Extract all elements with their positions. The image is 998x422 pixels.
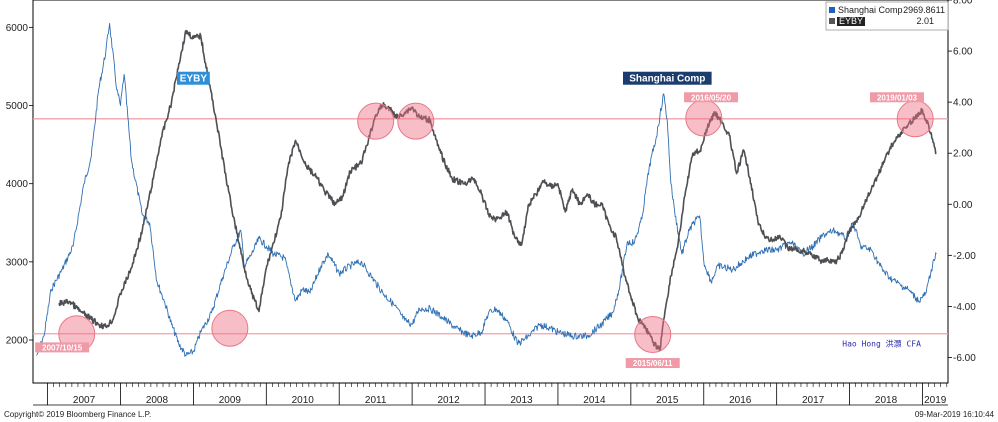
- legend-value-shanghai: 2969.8611: [903, 5, 945, 15]
- series-label: EYBY: [180, 74, 208, 85]
- series-label-box: [623, 71, 712, 85]
- date-label: 2007/10/15: [42, 343, 83, 352]
- legend-swatch-shanghai: [829, 7, 835, 13]
- series-label-box: [176, 71, 210, 85]
- x-tick-label: 2010: [292, 395, 315, 406]
- highlight-circle: [211, 309, 249, 347]
- left-tick-label: 5000: [6, 101, 29, 112]
- highlight-circle: [685, 99, 723, 137]
- right-tick-label: -4.00: [953, 302, 976, 313]
- x-tick-label: 2018: [875, 395, 898, 406]
- right-tick-label: -6.00: [953, 353, 976, 364]
- x-axis: 2007 2008 2009 2010 2011 2012 2013 2014 2015 2016…: [33, 383, 948, 406]
- date-label-box: [684, 92, 739, 103]
- plot-area: [32, 0, 949, 384]
- reference-lines: [33, 118, 948, 335]
- x-tick-label: 2017: [802, 395, 825, 406]
- eyby-line: [58, 29, 937, 351]
- legend-label-shanghai: Shanghai Comp: [838, 5, 903, 15]
- right-tick-label: 2.00: [953, 149, 973, 160]
- x-tick-label: 2011: [365, 395, 387, 406]
- right-tick-label: 0.00: [953, 200, 973, 211]
- highlight-circle: [397, 102, 435, 140]
- series-label: Shanghai Comp: [629, 74, 705, 85]
- right-tick-label: -2.00: [953, 251, 976, 262]
- x-tick-label: 2019: [924, 395, 947, 406]
- right-tick-label: 4.00: [953, 98, 973, 109]
- x-tick-label: 2014: [583, 395, 606, 406]
- date-label-box: [35, 342, 90, 353]
- date-label-box: [625, 358, 680, 369]
- x-tick-label: 2007: [73, 395, 96, 406]
- highlight-circle: [357, 102, 395, 140]
- legend-swatch-eyby: [829, 18, 835, 24]
- right-axis: -6.00 -4.00 -2.00 0.00 2.00 4.00 6.00 8.00: [948, 0, 976, 364]
- legend-label-eyby: EYBY: [839, 16, 863, 26]
- left-axis: 2000 3000 4000 5000 6000: [6, 23, 33, 347]
- left-tick-label: 4000: [6, 179, 29, 190]
- author-annotation: Hao Hong 洪灝 CFA: [842, 338, 921, 348]
- left-tick-label: 6000: [6, 23, 29, 34]
- x-tick-label: 2009: [219, 395, 242, 406]
- series-lines: [36, 22, 937, 357]
- date-label: 2016/05/20: [691, 93, 732, 102]
- highlight-circle: [634, 316, 672, 354]
- highlight-circle: [896, 100, 934, 138]
- copyright-text: Copyright© 2019 Bloomberg Finance L.P.: [4, 410, 151, 419]
- left-tick-label: 3000: [6, 257, 29, 268]
- chart-labels: 2007/10/15 2016/05/20 2015/06/11 2019/01/03…: [35, 71, 924, 369]
- legend: Shanghai Comp 2969.8611 EYBY 2.01: [825, 1, 949, 31]
- x-tick-label: 2008: [146, 395, 169, 406]
- x-tick-label: 2015: [656, 395, 679, 406]
- timestamp-text: 09-Mar-2019 16:10:44: [915, 410, 995, 419]
- date-label: 2015/06/11: [633, 359, 673, 368]
- date-label-box: [869, 92, 924, 103]
- x-tick-label: 2013: [510, 395, 533, 406]
- right-tick-label: 8.00: [953, 0, 973, 7]
- x-tick-label: 2012: [437, 395, 460, 406]
- x-tick-label: 2016: [729, 395, 752, 406]
- date-label: 2019/01/03: [877, 93, 918, 102]
- legend-value-eyby: 2.01: [916, 16, 934, 26]
- left-tick-label: 2000: [6, 336, 29, 347]
- right-tick-label: 6.00: [953, 47, 973, 58]
